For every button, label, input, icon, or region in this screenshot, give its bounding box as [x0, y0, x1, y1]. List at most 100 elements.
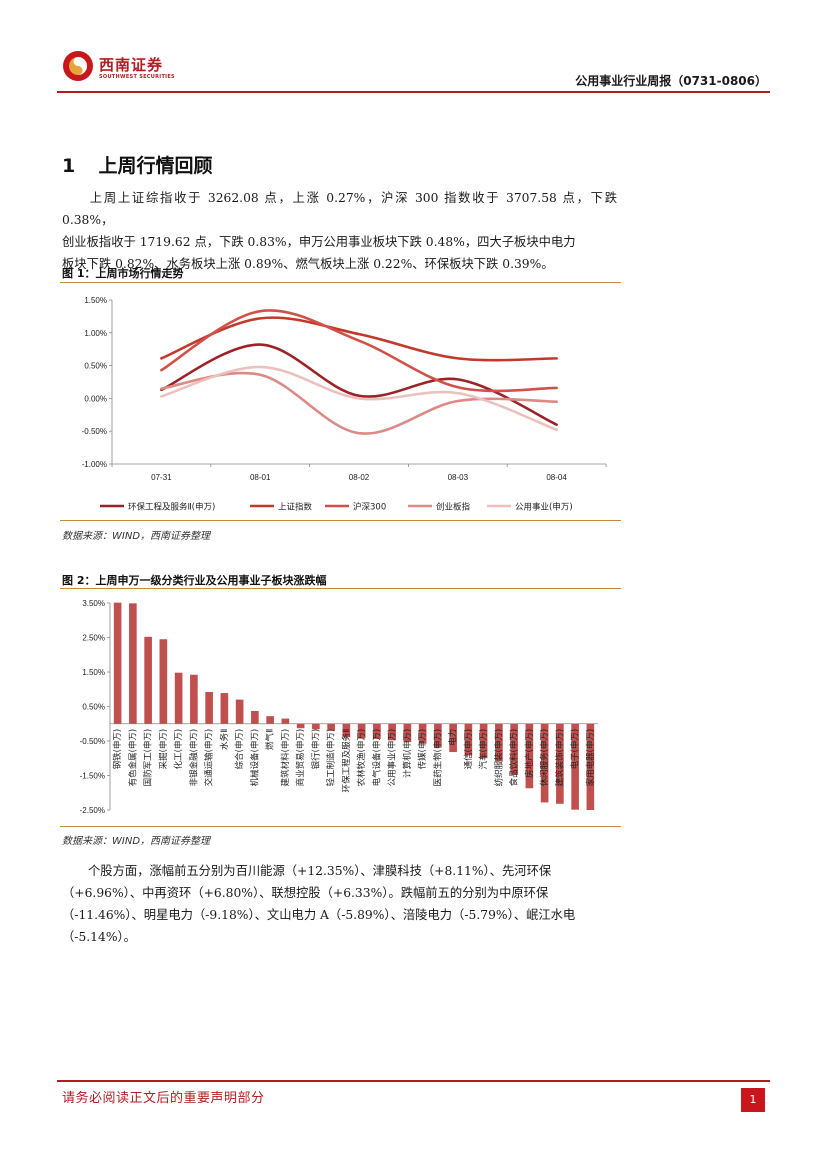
bar — [373, 723, 381, 739]
logo-mark-icon — [63, 51, 93, 81]
legend-label: 环保工程及服务Ⅱ(申万) — [128, 502, 215, 513]
category-label: 采掘(申万) — [158, 729, 169, 770]
category-label: 建筑装饰(申万) — [554, 729, 565, 787]
y-tick-label: -1.00% — [82, 460, 107, 469]
bar — [205, 692, 213, 724]
y-tick-label: -1.50% — [80, 772, 105, 781]
category-label: 机械设备(申万) — [249, 729, 260, 787]
market-summary-paragraph: 上周上证综指收于 3262.08 点，上涨 0.27%，沪深 300 指数收于 … — [62, 187, 617, 275]
bar — [296, 723, 305, 729]
legend-label: 上证指数 — [278, 502, 313, 513]
bar — [571, 723, 579, 810]
category-label: 非银金融(申万) — [188, 729, 199, 787]
category-label: 综合(申万) — [234, 729, 245, 770]
bar — [434, 723, 442, 748]
footer-disclaimer: 请务必阅读正文后的重要声明部分 — [62, 1091, 265, 1106]
category-label: 有色金属(申万) — [127, 729, 138, 787]
x-tick-label: 08-01 — [250, 473, 271, 482]
bar — [540, 723, 549, 803]
figure2-top-rule — [60, 588, 621, 589]
paragraph-line: 板块下跌 0.82%、水务板块上涨 0.89%、燃气板块上涨 0.22%、环保板… — [62, 257, 554, 271]
category-label: 汽车(申万) — [478, 729, 489, 770]
bar — [235, 699, 244, 724]
page-number: 1 — [741, 1088, 765, 1112]
bar — [403, 723, 412, 743]
category-label: 公用事业(申万) — [387, 729, 398, 787]
figure1-title: 图 1：上周市场行情走势 — [62, 267, 184, 280]
figure2-source: 数据来源：WIND，西南证券整理 — [62, 836, 211, 847]
bar — [525, 723, 534, 789]
bar — [312, 723, 320, 730]
bar — [327, 723, 335, 731]
header-divider — [57, 91, 770, 93]
legend-label: 沪深300 — [353, 502, 386, 513]
figure2-title: 图 2：上周申万一级分类行业及公用事业子板块涨跌幅 — [62, 574, 327, 587]
y-tick-label: 0.50% — [82, 703, 105, 712]
category-label: 交通运输(申万) — [204, 729, 215, 787]
category-label: 建筑材料(申万) — [280, 729, 291, 787]
bar — [251, 710, 259, 724]
y-tick-label: 0.50% — [84, 362, 107, 371]
category-label: 房地产(申万) — [524, 729, 535, 778]
y-tick-label: -2.50% — [80, 806, 105, 815]
bar — [159, 639, 168, 724]
category-label: 农林牧渔(申万) — [356, 729, 367, 787]
bar — [586, 723, 595, 810]
series-line — [160, 343, 558, 426]
series-line — [160, 365, 558, 432]
category-label: 医药生物(申万) — [432, 729, 443, 787]
legend-label: 创业板指 — [436, 502, 471, 513]
category-label: 环保工程及服务Ⅱ — [341, 729, 352, 793]
category-label: 商业贸易(申万) — [295, 729, 306, 787]
bar — [281, 718, 290, 724]
y-tick-label: 0.00% — [84, 394, 107, 403]
bar — [464, 723, 473, 756]
bar — [113, 602, 122, 724]
category-label: 家用电器(申万) — [585, 729, 596, 787]
y-tick-label: 2.50% — [82, 634, 105, 643]
figure1-source: 数据来源：WIND，西南证券整理 — [62, 531, 211, 542]
paragraph-line: （-11.46%）、明星电力（-9.18%）、文山电力 A（-5.89%）、涪陵… — [62, 908, 576, 922]
paragraph-line: （-5.14%）。 — [62, 930, 136, 944]
x-tick-label: 08-02 — [349, 473, 370, 482]
bar — [144, 636, 152, 724]
category-label: 电子(申万) — [570, 729, 581, 770]
bar — [418, 723, 427, 744]
category-label: 国防军工(申万) — [143, 729, 154, 787]
y-tick-label: 3.50% — [82, 599, 105, 608]
category-label: 计算机(申万) — [402, 729, 413, 778]
paragraph-line: 上周上证综指收于 3262.08 点，上涨 0.27%，沪深 300 指数收于 … — [62, 191, 617, 227]
y-tick-label: -0.50% — [80, 737, 105, 746]
x-tick-label: 08-04 — [546, 473, 567, 482]
section-number: 1 — [62, 155, 76, 177]
bar — [190, 674, 198, 724]
paragraph-line: 个股方面，涨幅前五分别为百川能源（+12.35%）、津膜科技（+8.11%）、先… — [88, 864, 552, 878]
figure1-top-rule — [60, 282, 621, 283]
paragraph-line: （+6.96%）、中再资环（+6.80%）、联想控股（+6.33%）。跌幅前五的… — [62, 886, 549, 900]
category-label: 休闲服务(申万) — [539, 729, 550, 787]
section-title: 上周行情回顾 — [98, 155, 213, 177]
bar — [342, 723, 351, 738]
section-heading: 1 上周行情回顾 — [62, 151, 213, 178]
paragraph-line: 创业板指收于 1719.62 点，下跌 0.83%，申万公用事业板块下跌 0.4… — [62, 235, 576, 249]
category-label: 传媒(申万) — [417, 729, 428, 770]
bar — [479, 723, 488, 759]
bar — [449, 723, 457, 753]
legend-label: 公用事业(申万) — [515, 502, 573, 513]
market-trend-line-chart: -1.00% -0.50% 0.00% 0.50% 1.00% 1.50% 07-31 08-… — [82, 296, 607, 513]
bar — [174, 672, 183, 724]
x-tick-label: 07-31 — [151, 473, 172, 482]
bar — [129, 603, 137, 724]
x-tick-label: 08-03 — [448, 473, 469, 482]
y-tick-label: 1.00% — [84, 329, 107, 338]
category-label: 食品饮料(申万) — [509, 729, 520, 787]
category-label: 银行(申万) — [310, 729, 321, 770]
bar — [495, 723, 503, 762]
bar — [266, 716, 274, 724]
category-label: 纺织服装(申万) — [493, 729, 504, 787]
bar — [556, 723, 564, 804]
category-label: 钢铁(申万) — [112, 729, 123, 770]
report-title: 公用事业行业周报（0731-0806） — [575, 74, 767, 88]
industry-change-bar-chart: -2.50% -1.50% -0.50% 0.50% 1.50% 2.50% 3.50% 钢铁… — [80, 599, 598, 815]
category-label: 电力 — [448, 729, 459, 746]
